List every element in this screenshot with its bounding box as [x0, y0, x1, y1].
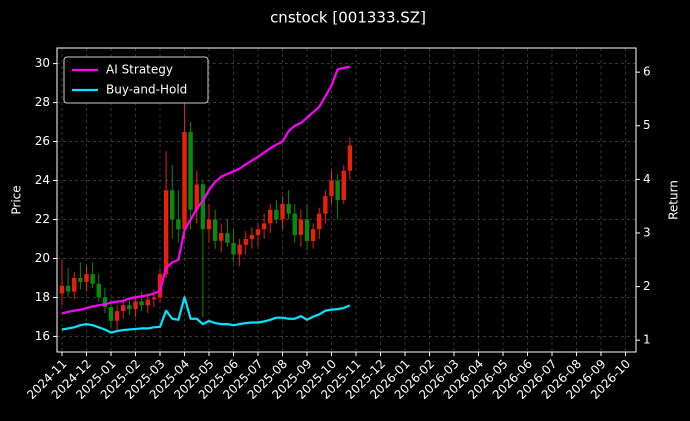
candle-body: [139, 301, 144, 306]
candle-body: [133, 301, 138, 310]
y2-tick-label: 1: [643, 333, 651, 347]
candle-body: [78, 277, 83, 282]
candle-body: [274, 209, 279, 220]
candle-body: [237, 244, 242, 255]
candle-body: [323, 196, 328, 214]
y-tick-label: 22: [35, 212, 50, 226]
legend-label: Buy-and-Hold: [106, 83, 187, 97]
y2-tick-label: 3: [643, 225, 651, 239]
candle-body: [65, 285, 71, 292]
legend-box: [63, 56, 209, 104]
y-tick-label: 18: [35, 290, 50, 304]
candle-body: [145, 299, 150, 306]
y-tick-label: 26: [35, 134, 50, 148]
candle-body: [96, 283, 101, 298]
candle-body: [212, 219, 218, 241]
candle-body: [341, 170, 346, 200]
candle-body: [280, 203, 285, 220]
candle-body: [59, 285, 65, 294]
candle-body: [329, 180, 334, 197]
y2-tick-label: 5: [643, 118, 651, 132]
y-tick-label: 20: [35, 251, 50, 265]
candle-body: [114, 311, 120, 321]
candle-body: [310, 229, 316, 241]
candle-body: [157, 274, 163, 298]
legend-label: AI Strategy: [106, 63, 173, 77]
y-axis-label: Price: [10, 185, 24, 214]
candle-body: [255, 229, 261, 236]
candle-body: [163, 190, 169, 275]
candle-body: [176, 219, 181, 230]
candle-body: [72, 277, 77, 292]
candle-body: [335, 180, 340, 200]
candle-body: [231, 242, 236, 255]
candle-body: [90, 274, 95, 284]
candle-body: [304, 219, 310, 241]
candle-body: [268, 209, 273, 224]
candle-body: [317, 213, 322, 230]
candle-body: [188, 131, 193, 210]
candle-body: [121, 305, 126, 312]
candle-body: [225, 233, 230, 243]
candle-body: [182, 131, 187, 230]
candle-body: [194, 184, 199, 210]
candle-body: [102, 297, 108, 308]
candle-body: [347, 145, 353, 171]
candle-body: [261, 223, 267, 230]
y2-tick-label: 4: [643, 172, 651, 186]
series-line: [61, 296, 351, 334]
candle-body: [200, 184, 206, 230]
candle-body: [206, 219, 212, 230]
candle-body: [219, 233, 224, 241]
candle-body: [249, 235, 255, 239]
y-tick-label: 24: [35, 173, 50, 187]
y2-tick-label: 2: [643, 279, 651, 293]
candle-body: [286, 203, 291, 214]
candle-body: [108, 307, 114, 321]
plot-frame: [56, 47, 637, 353]
candle-body: [298, 219, 304, 236]
y2-axis-label: Return: [667, 180, 681, 220]
y-tick-label: 28: [35, 95, 50, 109]
candle-body: [127, 305, 132, 310]
y-tick-label: 30: [35, 56, 50, 70]
y2-tick-label: 6: [643, 65, 651, 79]
series-line: [61, 65, 351, 315]
candle-body: [292, 213, 297, 236]
chart-title: cnstock [001333.SZ]: [270, 9, 426, 27]
candle-body: [84, 274, 89, 282]
candle-body: [243, 238, 248, 245]
candle-body: [151, 297, 157, 300]
y-tick-label: 16: [35, 329, 50, 343]
candle-body: [170, 190, 175, 220]
